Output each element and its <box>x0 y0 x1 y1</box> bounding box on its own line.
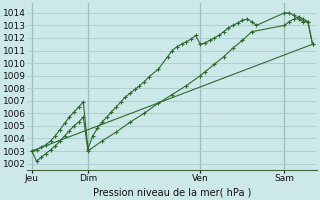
X-axis label: Pression niveau de la mer( hPa ): Pression niveau de la mer( hPa ) <box>93 187 252 197</box>
